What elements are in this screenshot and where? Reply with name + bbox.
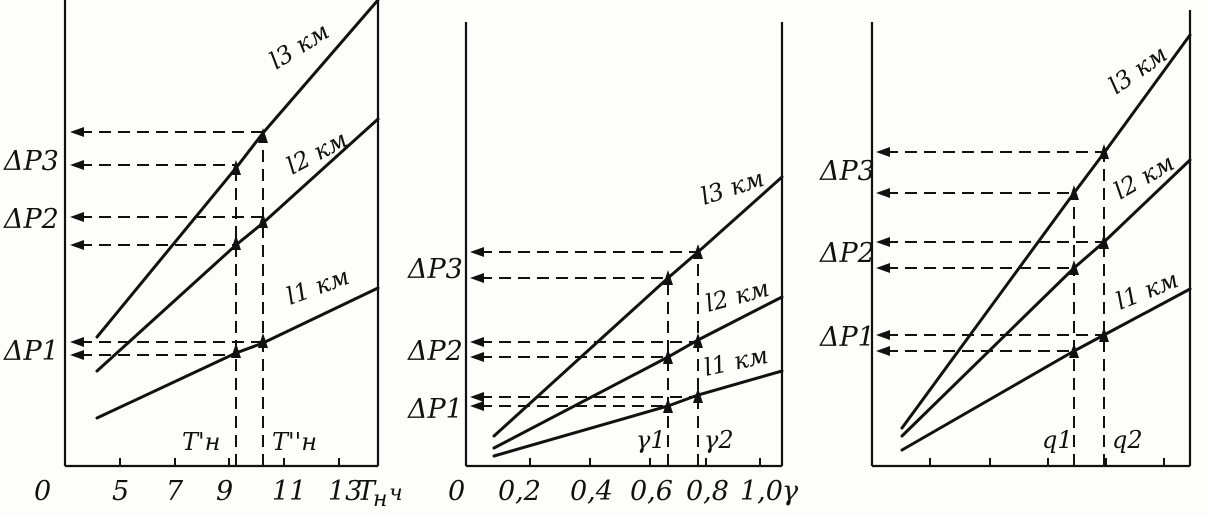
panel2-dp1-label: ΔP1: [407, 394, 463, 425]
panel1-dp1-label: ΔP1: [3, 336, 59, 367]
panel1-dp3-label: ΔP3: [3, 146, 59, 177]
panel-3: ΔP3 ΔP2 ΔP1 l3 км l2 км l1 км q1 q2: [819, 10, 1192, 468]
panel3-marker-q2: q2: [1112, 426, 1143, 454]
panel2-ticks: [529, 458, 761, 466]
panel2-curve-label-l2: l2 км: [702, 274, 772, 318]
panel1-dp2-label: ΔP2: [3, 204, 59, 235]
panel1-tick-label: 7: [166, 476, 184, 507]
panel3-ticks: [929, 458, 1165, 466]
panel1-tick-label: 0: [34, 476, 51, 507]
panel2-x-axis-label: γ: [782, 476, 799, 507]
panel2-dp3-label: ΔP3: [407, 254, 463, 285]
panel3-arrows-up: [1069, 144, 1109, 358]
panel3-curve-l3: [900, 33, 1192, 430]
panel1-x-axis-label: T: [357, 476, 377, 507]
panel1-ticks: [119, 458, 340, 466]
panel1-marker-t2: T''н: [272, 428, 317, 456]
panel1-x-axis-unit: ч: [389, 481, 403, 506]
panel1-tick-label: 5: [112, 476, 129, 507]
panel2-tick-label: 0: [448, 476, 465, 507]
panel3-curve-label-l2: l2 км: [1109, 149, 1179, 206]
panel2-tick-label: 0,2: [498, 476, 541, 507]
panel3-curve-l1: [900, 287, 1192, 452]
panel1-curve-l1: [95, 286, 380, 420]
panel3-curve-label-l3: l3 км: [1103, 40, 1172, 100]
panel2-tick-label: 0,8: [686, 476, 729, 507]
panel2-arrows-up: [663, 244, 703, 413]
panel1-tick-label: 9: [216, 476, 233, 507]
panel1-x-axis-sub: н: [373, 487, 388, 512]
panel2-marker-g2: γ2: [704, 426, 734, 454]
panel2-arrows-left: [470, 247, 484, 411]
panel3-curve-label-l1: l1 км: [1112, 265, 1183, 315]
panel1-tick-label: 11: [272, 476, 306, 507]
panel-1: ΔP3 ΔP2 ΔP1 l3 км l2 км l1 км T'н T''н 0…: [3, 0, 403, 512]
panel1-curve-label-l2: l2 км: [282, 125, 352, 180]
panel1-arrows-left: [70, 127, 84, 360]
panel3-marker-q1: q1: [1042, 426, 1073, 454]
panel1-curve-label-l3: l3 км: [264, 17, 334, 75]
panel2-tick-label: 0,4: [570, 476, 613, 507]
panel3-arrows-left: [876, 147, 890, 356]
panel2-dp2-label: ΔP2: [407, 336, 463, 367]
panel2-marker-g1: γ1: [636, 426, 666, 454]
panel3-dp3-label: ΔP3: [819, 156, 875, 187]
panel2-curve-l2: [492, 295, 784, 450]
panel3-dp2-label: ΔP2: [819, 238, 875, 269]
panel1-tick-label: 13: [328, 476, 362, 507]
panel3-dp1-label: ΔP1: [819, 322, 875, 353]
panel2-curve-label-l3: l3 км: [697, 164, 767, 211]
panel1-curve-l3: [95, 0, 380, 339]
panel2-tick-label: 0,6: [630, 476, 673, 507]
panel2-curve-l1: [492, 369, 784, 458]
panel2-tick-label: 1,0: [740, 476, 783, 507]
panel-2: ΔP3 ΔP2 ΔP1 l3 км l2 км l1 км γ1 γ2 0 0,…: [407, 22, 799, 507]
panel1-curve-label-l1: l1 км: [282, 262, 352, 310]
panel1-marker-t1: T'н: [182, 428, 220, 456]
panel1-curve-l2: [95, 117, 380, 373]
panel1-arrows-up: [231, 128, 268, 358]
